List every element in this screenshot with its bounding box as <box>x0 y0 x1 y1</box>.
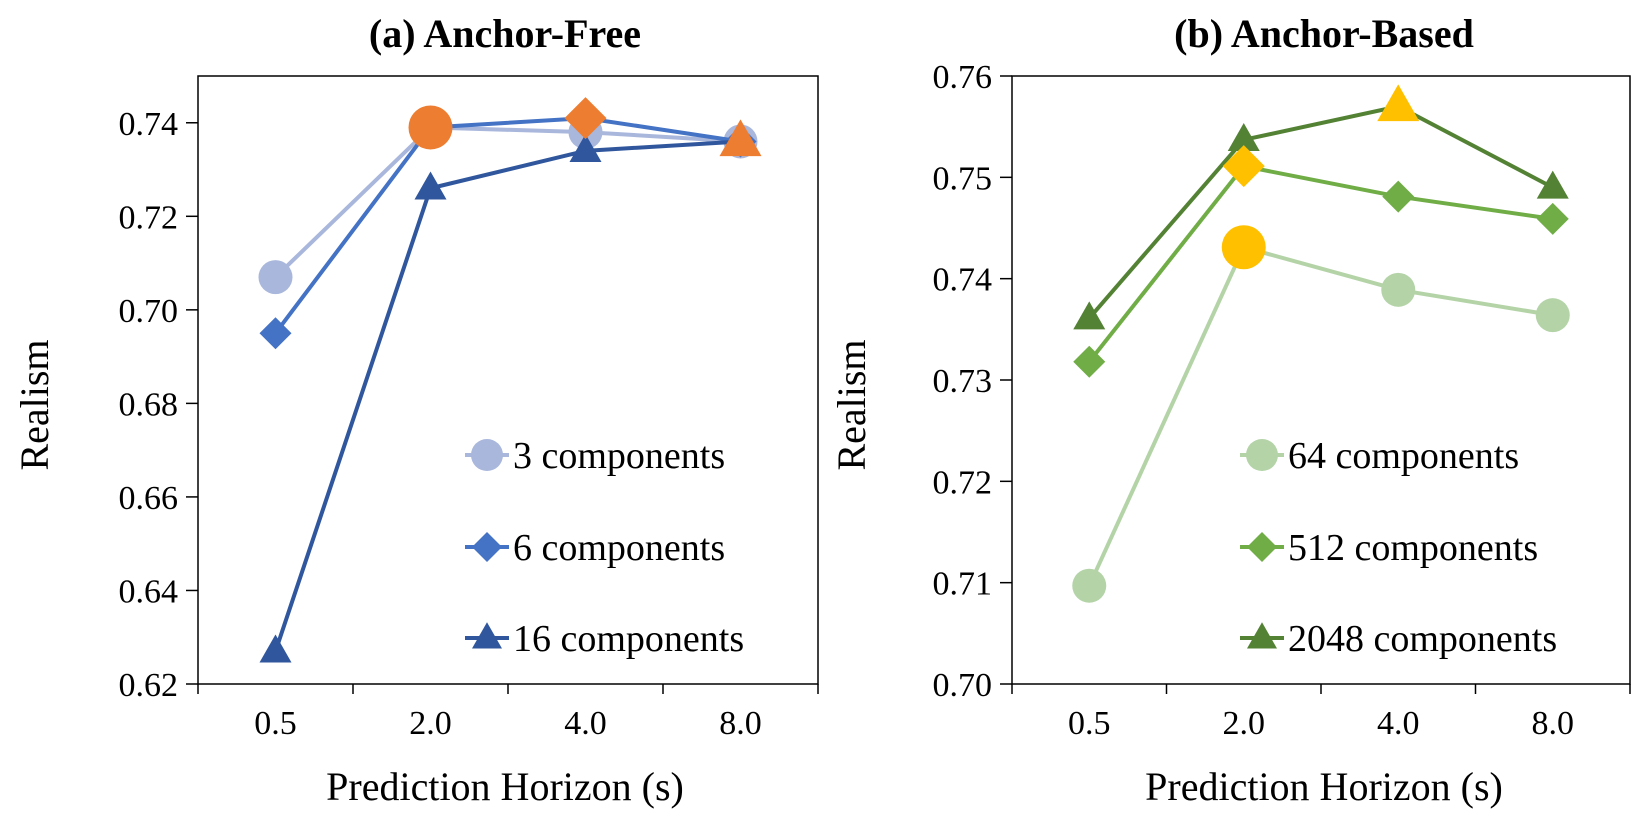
data-point <box>569 134 602 163</box>
legend-label: 3 components <box>513 435 725 477</box>
y-tick-label: 0.64 <box>119 573 179 610</box>
legend-item: 6 components <box>465 527 725 569</box>
y-tick-label: 0.72 <box>119 199 179 236</box>
x-tick-label: 0.5 <box>254 705 297 742</box>
y-tick-label: 0.70 <box>119 293 179 330</box>
data-point <box>1536 202 1569 235</box>
y-tick-label: 0.74 <box>119 106 179 143</box>
legend-label: 6 components <box>513 527 725 569</box>
series-line <box>1087 163 1554 363</box>
legend-marker <box>471 439 503 471</box>
y-tick-label: 0.76 <box>933 59 993 96</box>
x-tick-label: 0.5 <box>1068 705 1111 742</box>
data-point <box>259 317 292 350</box>
best-data-point <box>408 105 453 150</box>
y-axis-label: Realism <box>12 339 57 470</box>
legend-item: 2048 components <box>1240 618 1557 660</box>
best-data-point <box>1222 145 1265 188</box>
series-6-components <box>259 111 757 350</box>
data-point <box>259 634 292 663</box>
y-tick-label: 0.66 <box>119 480 179 517</box>
legend-marker <box>1246 439 1278 471</box>
x-axis-label: Prediction Horizon (s) <box>326 764 684 809</box>
y-tick-label: 0.74 <box>933 262 993 299</box>
legend-marker <box>472 622 502 649</box>
y-tick-label: 0.73 <box>933 363 993 400</box>
x-tick-label: 8.0 <box>719 705 762 742</box>
series-line <box>274 125 741 279</box>
legend-marker <box>1247 532 1277 562</box>
y-tick-label: 0.72 <box>933 464 993 501</box>
data-point <box>258 260 293 295</box>
series-line <box>1087 104 1554 320</box>
legend: 3 components 6 components 16 components <box>465 435 744 660</box>
series-line <box>273 139 741 652</box>
data-point <box>1073 345 1106 378</box>
data-point <box>1382 180 1415 213</box>
x-tick-label: 2.0 <box>409 705 452 742</box>
series-16-components <box>259 134 741 663</box>
series-line <box>273 116 741 335</box>
legend-label: 2048 components <box>1288 618 1557 660</box>
chart-panel-anchor-free: (a) Anchor-Free Realism Prediction Horiz… <box>12 11 819 809</box>
legend-label: 64 components <box>1288 435 1519 477</box>
legend-item: 64 components <box>1240 435 1519 477</box>
series-64-components <box>1072 244 1570 603</box>
legend-label: 16 components <box>513 618 744 660</box>
y-tick-label: 0.70 <box>933 667 993 704</box>
best-data-point <box>719 119 762 157</box>
best-data-point <box>564 97 607 140</box>
series-line <box>1087 244 1554 587</box>
legend-item: 512 components <box>1240 527 1538 569</box>
y-tick-label: 0.75 <box>933 160 993 197</box>
data-point <box>1073 301 1106 330</box>
best-highlights <box>408 97 762 157</box>
chart-title: (a) Anchor-Free <box>369 11 641 56</box>
series-3-components <box>258 115 758 295</box>
best-highlights <box>1221 84 1420 270</box>
series-512-components <box>1073 163 1569 378</box>
legend: 64 components 512 components 2048 componen… <box>1240 435 1557 660</box>
plot-area <box>1011 75 1631 685</box>
x-axis-label: Prediction Horizon (s) <box>1145 764 1503 809</box>
chart-title: (b) Anchor-Based <box>1174 11 1474 56</box>
legend-marker <box>1247 622 1277 649</box>
x-tick-label: 8.0 <box>1532 705 1575 742</box>
best-data-point <box>1221 225 1266 270</box>
x-tick-label: 2.0 <box>1223 705 1266 742</box>
best-data-point <box>1377 84 1420 122</box>
chart-panel-anchor-based: (b) Anchor-Based Realism Prediction Hori… <box>829 11 1631 809</box>
y-tick-label: 0.68 <box>119 386 179 423</box>
x-tick-label: 4.0 <box>564 705 607 742</box>
y-tick-label: 0.71 <box>933 566 993 603</box>
data-point <box>1072 568 1107 603</box>
legend-marker <box>472 532 502 562</box>
series-2048-components <box>1073 104 1569 330</box>
y-axis-label: Realism <box>829 339 874 470</box>
plot-area <box>197 75 819 685</box>
legend-item: 3 components <box>465 435 725 477</box>
data-point <box>1535 298 1570 333</box>
data-point <box>1381 272 1416 307</box>
data-point <box>1227 123 1260 152</box>
data-point <box>1536 170 1569 199</box>
x-tick-label: 4.0 <box>1377 705 1420 742</box>
legend-label: 512 components <box>1288 527 1538 569</box>
legend-item: 16 components <box>465 618 744 660</box>
data-point <box>414 171 447 200</box>
y-tick-label: 0.62 <box>119 667 179 704</box>
